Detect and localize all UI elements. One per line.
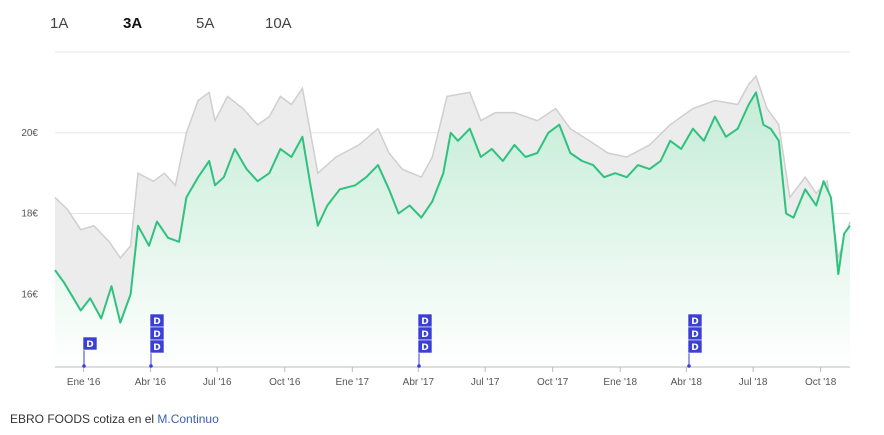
flag-label: D [153, 343, 160, 353]
x-tick-label: Oct '18 [805, 377, 837, 388]
flag-label: D [86, 340, 93, 350]
x-tick-label: Ene '16 [67, 377, 101, 388]
flag-label: D [691, 317, 698, 327]
dividend-flag: DDD [417, 313, 433, 368]
y-tick-label: 16€ [21, 289, 38, 300]
dividend-flag: D [82, 336, 98, 368]
comparison-line [54, 74, 851, 260]
flag-box [149, 339, 165, 354]
x-tick-label: Abr '18 [671, 377, 703, 388]
y-tick-label: 20€ [21, 128, 38, 139]
dividend-flag: DDD [149, 313, 165, 368]
flag-box [687, 339, 703, 354]
flag-anchor [687, 364, 691, 368]
tab-5a[interactable]: 5A [196, 15, 215, 32]
x-tick-label: Jul '18 [739, 377, 768, 388]
tab-10a[interactable]: 10A [265, 15, 292, 32]
flag-label: D [691, 343, 698, 353]
x-tick-label: Ene '17 [335, 377, 369, 388]
x-tick-label: Jul '17 [471, 377, 500, 388]
x-tick-label: Jul '16 [203, 377, 232, 388]
market-footer: EBRO FOODS cotiza en el M.Continuo [10, 412, 219, 426]
flag-anchor [149, 364, 153, 368]
x-tick-label: Ene '18 [603, 377, 637, 388]
footer-text: EBRO FOODS cotiza en el [10, 412, 158, 426]
flag-label: D [421, 317, 428, 327]
tab-3a[interactable]: 3A [123, 15, 143, 32]
dividend-flag: DDD [687, 313, 703, 368]
price-chart: 16€18€20€ Ene '16 Abr '16 Jul '16 Oct '16 En… [21, 51, 851, 388]
x-tick-label: Abr '16 [135, 377, 167, 388]
flag-anchor [417, 364, 421, 368]
flag-label: D [421, 343, 428, 353]
x-tick-label: Oct '17 [537, 377, 569, 388]
flag-label: D [421, 330, 428, 340]
price-series [54, 91, 851, 368]
flag-label: D [153, 317, 160, 327]
x-tick-label: Oct '16 [269, 377, 301, 388]
flag-label: D [153, 330, 160, 340]
axes: Ene '16 Abr '16 Jul '16 Oct '16 Ene '17 Abr '… [55, 366, 850, 388]
tab-1a[interactable]: 1A [50, 15, 69, 32]
x-tick-label: Abr '17 [403, 377, 435, 388]
flag-box [417, 339, 433, 354]
y-tick-label: 18€ [21, 209, 38, 220]
flag-box [82, 336, 98, 351]
period-tabs: 1A 3A 5A 10A [0, 0, 884, 50]
price-area [55, 92, 850, 368]
flag-label: D [691, 330, 698, 340]
flag-anchor [82, 364, 86, 368]
market-link[interactable]: M.Continuo [157, 412, 219, 426]
price-line [54, 91, 851, 324]
